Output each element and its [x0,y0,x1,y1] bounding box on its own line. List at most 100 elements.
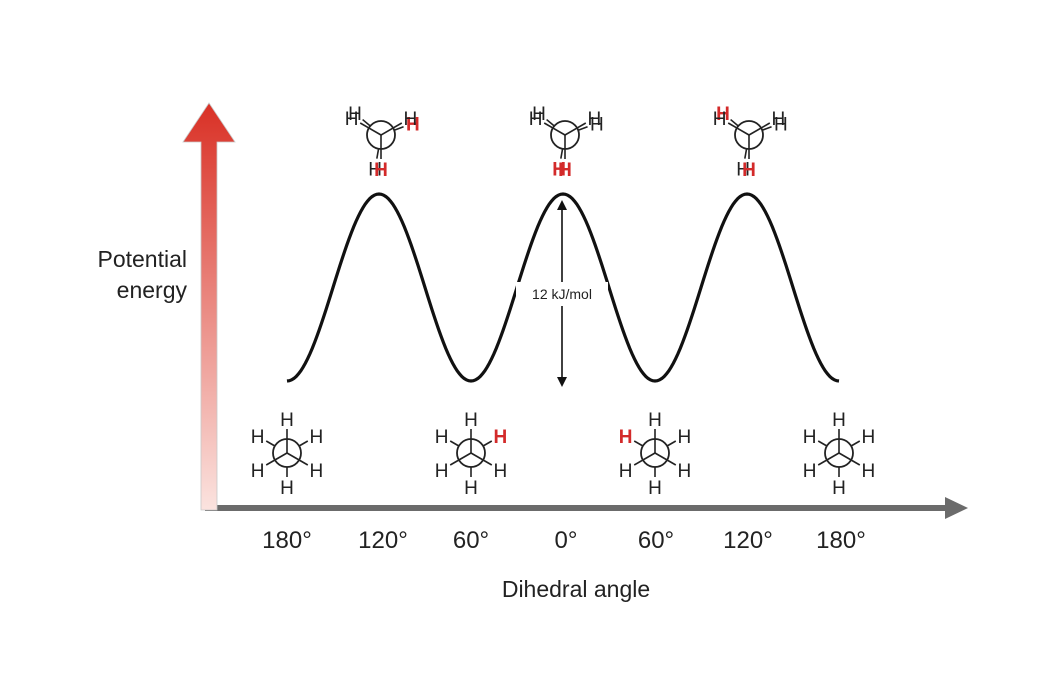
hydrogen-atom-label: H [251,427,265,448]
hydrogen-atom-label: H [345,109,359,130]
hydrogen-atom-label: H [348,104,362,125]
x-tick-label: 180° [816,527,866,554]
hydrogen-atom-label: H [678,461,692,482]
x-tick-label: 120° [358,527,408,554]
y-axis-gradient-arrow [182,102,236,511]
hydrogen-atom-label: H [832,478,846,499]
y-axis-title-line-1: Potential [97,246,187,272]
back-bond [850,440,861,447]
hydrogen-atom-label: H [736,160,750,181]
hydrogen-atom-label: H [774,114,788,135]
back-bond [393,126,404,131]
hydrogen-atom-label: H [803,427,817,448]
x-tick-label: 180° [262,527,312,554]
hydrogen-atom-label: H [648,410,662,431]
energy-barrier-annotation: 12 kJ/mol [516,200,608,387]
hydrogen-atom-label: H [464,410,478,431]
back-bond [376,148,380,159]
front-bond [633,452,656,466]
front-bond [265,452,288,466]
back-bond [577,126,588,131]
x-axis-arrowhead [945,497,968,519]
barrier-label-bg [516,282,608,306]
barrier-arrowhead-top [557,200,567,210]
back-bond [560,148,564,159]
front-bond [380,122,403,136]
x-tick-label: 60° [453,527,489,554]
back-bond [362,118,371,127]
back-bond [633,440,644,447]
hydrogen-atom-label: H [772,109,786,130]
barrier-label: 12 kJ/mol [532,286,592,302]
front-bond [359,122,382,136]
hydrogen-atom-label: H [406,114,420,135]
back-bond [761,126,772,131]
hydrogen-atom-label: H [310,461,324,482]
front-bond [654,452,677,466]
hydrogen-atom-label: H [435,461,449,482]
energy-curve-line [286,192,840,383]
hydrogen-atom-label: H [552,160,566,181]
hydrogen-atom-label: H [619,461,633,482]
front-bond [543,122,566,136]
back-bond [546,118,555,127]
back-bond [666,440,677,447]
hydrogen-atom-label: H [368,160,382,181]
back-bond [730,118,739,127]
front-bond [748,122,771,136]
hydrogen-atom-label: H [529,109,543,130]
y-axis [182,102,236,511]
hydrogen-atom-label: H [280,478,294,499]
hydrogen-atom-label: H [862,427,876,448]
front-bond [564,122,587,136]
hydrogen-atom-label: H [862,461,876,482]
x-axis [205,497,968,519]
hydrogen-atom-label: H [678,427,692,448]
x-tick-label: 60° [638,527,674,554]
hydrogen-atom-label: H [558,160,572,181]
front-bond [449,452,472,466]
hydrogen-atom-label: H [374,160,388,181]
hydrogen-atom-label: H [588,109,602,130]
x-tick-labels: 180° 120° 60° 0° 60° 120° 180° [262,527,866,554]
hydrogen-atom-label: H [832,410,846,431]
back-bond [817,440,828,447]
hydrogen-atom-label: H [590,114,604,135]
hydrogen-atom-label: H [803,461,817,482]
y-axis-title-line-2: energy [117,277,188,303]
x-axis-title: Dihedral angle [502,576,650,602]
hydrogen-atom-label: H [716,104,730,125]
x-tick-label: 0° [555,527,578,554]
front-bond [470,452,493,466]
x-tick-label: 120° [723,527,773,554]
hydrogen-atom-label: H [280,410,294,431]
hydrogen-atom-label: H [713,109,727,130]
front-bond [727,122,750,136]
hydrogen-atom-label: H [494,427,508,448]
hydrogen-atom-label: H [532,104,546,125]
back-bond [265,440,276,447]
front-bond [286,452,309,466]
hydrogen-atom-label: H [619,427,633,448]
hydrogen-atom-label: H [404,109,418,130]
barrier-arrowhead-bottom [557,377,567,387]
back-bond [482,440,493,447]
hydrogen-atom-label: H [251,461,265,482]
back-bond [298,440,309,447]
hydrogen-atom-label: H [494,461,508,482]
hydrogen-atom-label: H [310,427,324,448]
back-bond [744,148,748,159]
hydrogen-atom-label: H [435,427,449,448]
front-bond [838,452,861,466]
hydrogen-atom-label: H [464,478,478,499]
